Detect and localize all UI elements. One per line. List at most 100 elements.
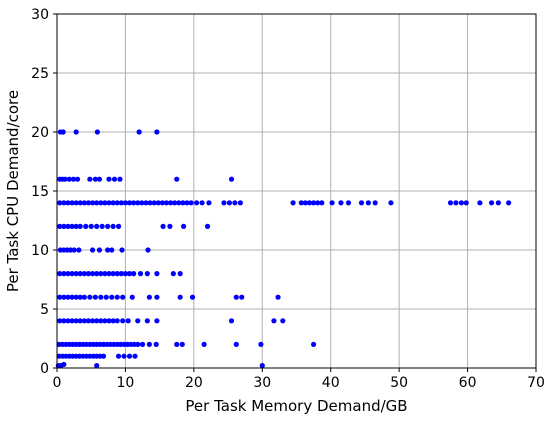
data-point [154, 318, 160, 324]
data-point [170, 271, 176, 277]
data-point [447, 200, 454, 206]
data-point [358, 200, 365, 206]
y-tick-label: 30 [31, 7, 49, 23]
x-tick-label: 10 [117, 375, 135, 391]
data-point [106, 271, 112, 277]
data-point [151, 200, 157, 206]
data-point [66, 176, 72, 182]
data-point [69, 294, 75, 300]
data-point [180, 200, 186, 206]
data-point [77, 318, 83, 324]
data-point [177, 294, 183, 300]
data-point [60, 129, 66, 135]
data-point [233, 294, 239, 300]
data-point [311, 341, 317, 347]
data-point [87, 294, 93, 300]
data-point [94, 318, 100, 324]
data-point [73, 271, 79, 277]
data-point [122, 271, 129, 277]
data-point [298, 200, 304, 206]
data-point [118, 200, 124, 206]
data-point [89, 200, 96, 206]
data-point [121, 353, 127, 359]
data-point [143, 200, 149, 206]
data-point [61, 318, 67, 324]
data-point [110, 271, 116, 277]
data-point [145, 247, 151, 253]
data-point [69, 318, 75, 324]
data-points [55, 129, 512, 369]
data-point [98, 271, 104, 277]
data-point [132, 353, 138, 359]
data-point [94, 129, 100, 135]
data-point [458, 200, 465, 206]
data-point [77, 271, 83, 277]
data-point [275, 294, 281, 300]
data-point [176, 200, 182, 206]
data-point [232, 200, 238, 206]
y-axis-label: Per Task CPU Demand/core [4, 90, 22, 292]
data-point [81, 271, 87, 277]
data-point [62, 176, 68, 182]
data-point [109, 247, 115, 253]
data-point [259, 363, 265, 369]
y-tick-label: 10 [31, 243, 49, 259]
data-point [96, 247, 103, 253]
data-point [65, 223, 71, 229]
x-tick-label: 40 [322, 375, 340, 391]
x-tick-label: 70 [527, 375, 545, 391]
data-point [88, 223, 94, 229]
data-point [115, 353, 122, 359]
data-point [96, 176, 103, 182]
data-point [167, 200, 174, 206]
data-point [61, 361, 67, 368]
data-point [115, 223, 122, 229]
data-point [154, 129, 160, 135]
data-point [94, 200, 100, 206]
data-point [100, 353, 107, 359]
data-point [311, 200, 317, 206]
data-point [73, 200, 79, 206]
data-point [122, 200, 129, 206]
data-point [453, 200, 459, 206]
data-point [94, 271, 100, 277]
data-point [98, 200, 104, 206]
data-point [131, 200, 137, 206]
data-point [81, 294, 87, 300]
data-point [315, 200, 321, 206]
data-point [81, 200, 87, 206]
data-point [114, 318, 120, 324]
data-point [137, 271, 144, 277]
data-point [154, 294, 160, 300]
data-point [155, 200, 161, 206]
data-point [345, 200, 352, 206]
data-point [146, 341, 152, 347]
data-point [77, 200, 83, 206]
data-point [57, 294, 63, 300]
data-point [139, 200, 145, 206]
data-point [488, 200, 495, 206]
data-point [365, 200, 371, 206]
data-point [92, 176, 98, 182]
data-point [180, 223, 187, 229]
data-point [92, 294, 98, 300]
data-point [65, 271, 71, 277]
data-point [85, 318, 92, 324]
data-point [159, 200, 165, 206]
data-point [388, 200, 394, 206]
data-point [258, 341, 264, 347]
data-point [226, 200, 233, 206]
data-point [188, 200, 194, 206]
data-point [99, 223, 105, 229]
data-point [204, 223, 211, 229]
data-point [74, 176, 81, 182]
data-point [463, 200, 469, 206]
data-point [61, 271, 67, 277]
data-point [221, 200, 227, 206]
data-point [119, 247, 125, 253]
data-point [206, 200, 212, 206]
data-point [110, 200, 116, 206]
data-point [174, 341, 180, 347]
data-point [85, 200, 92, 206]
data-point [139, 341, 146, 347]
